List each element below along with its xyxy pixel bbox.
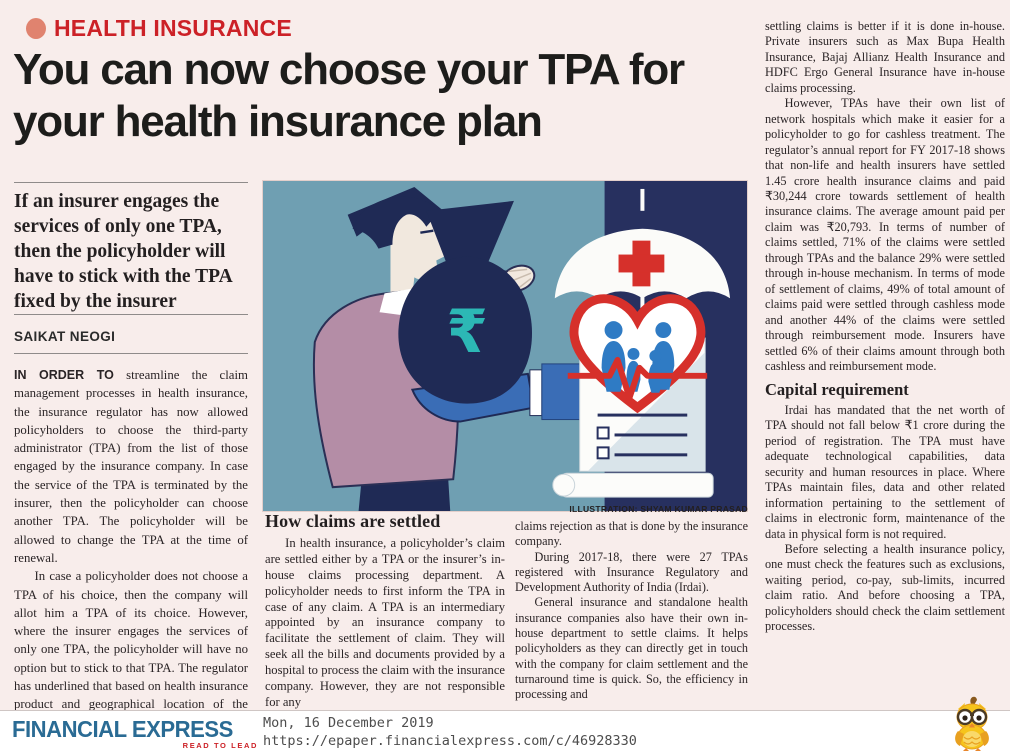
section-dot-icon — [26, 18, 46, 39]
financial-express-logo: FINANCIAL EXPRESS READ TO LEAD — [12, 716, 258, 750]
rupee-symbol: ₹ — [446, 298, 488, 367]
epaper-url[interactable]: https://epaper.financialexpress.com/c/46… — [263, 733, 637, 749]
epaper-footer: FINANCIAL EXPRESS READ TO LEAD Mon, 16 D… — [0, 696, 1010, 752]
article-illustration: ₹ — [262, 180, 748, 512]
section-label: HEALTH INSURANCE — [54, 15, 292, 41]
article-column-1: IN ORDER TO streamline the claim managem… — [14, 366, 248, 710]
byline: SAIKAT NEOGI — [14, 329, 116, 344]
paragraph-text: streamline the claim management processe… — [14, 368, 248, 565]
red-cross-icon — [618, 240, 665, 287]
paragraph: Irdai has mandated that the net worth of… — [765, 402, 1005, 541]
section-heading: How claims are settled — [265, 511, 441, 531]
illustration-graphic: ₹ — [263, 181, 747, 511]
lead-in: IN ORDER TO — [14, 368, 114, 382]
paragraph: settling claims is better if it is done … — [765, 19, 1005, 95]
paragraph: Before selecting a health insurance poli… — [765, 541, 1005, 634]
article-column-4: settling claims is better if it is done … — [765, 19, 1005, 710]
money-bag-icon: ₹ — [398, 200, 533, 404]
section-heading: Capital requirement — [765, 380, 909, 400]
paragraph: IN ORDER TO streamline the claim managem… — [14, 366, 248, 567]
article-column-3: claims rejection as that is done by the … — [515, 519, 748, 703]
owl-mascot-icon — [955, 696, 989, 751]
capture-meta: Mon, 16 December 2019 https://epaper.fin… — [263, 714, 637, 750]
brand-name: FINANCIAL EXPRESS — [12, 716, 233, 742]
standfirst: If an insurer engages the services of on… — [14, 191, 232, 312]
article-column-2: How claims are settled In health insuran… — [265, 511, 505, 711]
paragraph: claims rejection as that is done by the … — [515, 519, 748, 549]
page-title: You can now choose your TPA for your hea… — [13, 45, 685, 146]
section-kicker: HEALTH INSURANCE — [26, 15, 292, 42]
divider — [14, 182, 248, 183]
paragraph: In case a policyholder does not choose a… — [14, 569, 248, 710]
brand-tagline: READ TO LEAD — [182, 741, 258, 750]
heart-family-icon — [567, 294, 708, 414]
scroll — [561, 472, 714, 498]
illustration-credit: ILLUSTRATION: SHYAM KUMAR PRASAD — [569, 504, 748, 514]
paragraph: In health insurance, a policyholder’s cl… — [265, 535, 505, 709]
divider — [14, 314, 248, 315]
paragraph: However, TPAs have their own list of net… — [765, 96, 1005, 373]
divider — [14, 353, 248, 354]
paragraph: During 2017-18, there were 27 TPAs regis… — [515, 549, 748, 595]
capture-date: Mon, 16 December 2019 — [263, 715, 434, 731]
paragraph: General insurance and standalone health … — [515, 595, 748, 702]
